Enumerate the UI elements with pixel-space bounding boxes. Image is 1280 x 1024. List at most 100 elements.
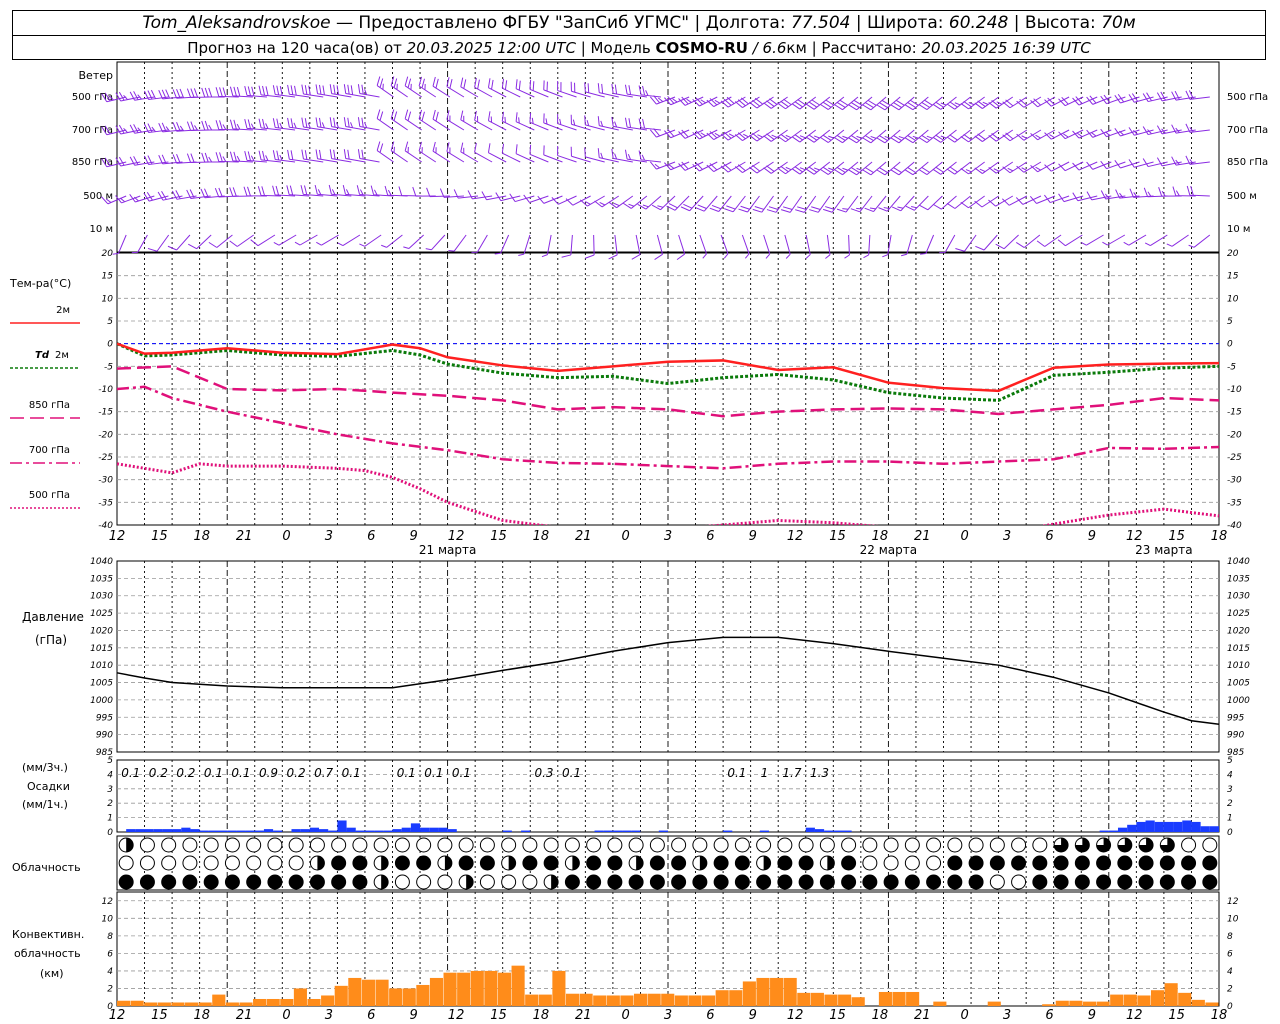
- wind-barb-path: [649, 161, 676, 170]
- conv-bar: [906, 991, 920, 1006]
- wind-barb-path: [664, 95, 690, 106]
- wind-barb: [1057, 234, 1083, 247]
- wind-barb: [795, 195, 817, 213]
- wind-barb: [495, 192, 521, 202]
- cloud-fill: [1096, 838, 1111, 853]
- conv-bar: [1096, 1001, 1110, 1006]
- conv-label-1: Конвективн.: [12, 928, 84, 941]
- wind-barb: [258, 118, 282, 131]
- cloud-symbol: [1096, 855, 1112, 871]
- cloud-fill: [714, 875, 729, 889]
- wind-barb-path: [287, 149, 310, 163]
- cloud-fill: [1075, 838, 1090, 853]
- wind-barb-path: [1081, 234, 1104, 246]
- cloud-fill: [126, 838, 134, 853]
- precip-bar: [833, 830, 843, 832]
- wind-barb-path: [597, 116, 619, 131]
- provider: Предоставлено ФГБУ "ЗапСиб УГМС": [358, 13, 690, 33]
- wind-barb-path: [805, 234, 811, 259]
- wind-barb: [557, 146, 577, 163]
- wind-barb: [287, 117, 310, 131]
- wind-barb-path: [1185, 155, 1210, 165]
- x-hour-label-bottom: 15: [829, 1008, 846, 1023]
- wind-barb-path: [158, 154, 183, 165]
- wind-barb: [1128, 127, 1154, 136]
- x-hour-label-bottom: 15: [1168, 1008, 1185, 1023]
- cloud-symbol: [862, 837, 878, 853]
- wind-barb-path: [1086, 129, 1112, 138]
- cloud-symbol: [416, 874, 432, 890]
- wind-barb-path: [1086, 95, 1112, 105]
- wind-barb: [734, 96, 760, 109]
- wind-barb-path: [848, 129, 873, 144]
- cloud-symbol: [692, 837, 708, 853]
- wind-barb-path: [904, 161, 929, 176]
- conv-ytick-right: 0: [1227, 1002, 1233, 1012]
- wind-barb: [494, 234, 510, 255]
- temp-ytick-left: -25: [98, 453, 113, 463]
- wind-barb: [439, 188, 464, 198]
- wind-barb-path: [848, 161, 873, 176]
- wind-barb-path: [666, 195, 690, 211]
- precip-bar: [383, 830, 393, 832]
- cloud-fill: [331, 856, 346, 870]
- conv-ytick-right: 8: [1227, 932, 1233, 942]
- wind-barb-path: [376, 141, 394, 163]
- wind-barb: [471, 234, 488, 253]
- cloud-circle: [309, 837, 325, 853]
- cloud-circle: [798, 837, 814, 853]
- cloud-symbol: [819, 837, 835, 853]
- wind-barb: [809, 195, 831, 213]
- wind-barb-path: [412, 186, 436, 197]
- cloud-circle: [1011, 837, 1027, 853]
- wind-barb: [1185, 123, 1210, 133]
- cloud-fill: [1160, 875, 1175, 889]
- wind-barb-path: [654, 234, 664, 260]
- wind-barb-path: [101, 92, 127, 103]
- wind-barb-path: [1058, 161, 1084, 172]
- precip-amount-label: 0.1: [452, 766, 471, 780]
- cloud-circle: [288, 837, 304, 853]
- cloud-symbol: [437, 874, 453, 890]
- cloud-fill: [777, 856, 792, 870]
- wind-barb: [901, 234, 913, 257]
- cloud-symbol: [947, 874, 963, 890]
- cloud-symbol: [1117, 837, 1133, 853]
- wind-barb: [1001, 195, 1028, 206]
- wind-barb: [432, 109, 451, 131]
- precip-amount-label: 0.1: [121, 766, 140, 780]
- wind-barb: [487, 143, 507, 163]
- wind-barb-path: [487, 78, 507, 98]
- cloud-circle: [479, 874, 495, 890]
- wind-barb: [848, 96, 873, 111]
- pressure-ytick-right: 1020: [1227, 626, 1250, 636]
- wind-barb: [229, 119, 253, 131]
- wind-barb: [1102, 234, 1126, 246]
- cloud-symbol: [798, 855, 814, 871]
- pressure-ytick-right: 1025: [1227, 609, 1250, 619]
- cloud-circle: [246, 837, 262, 853]
- cloud-circle: [331, 837, 347, 853]
- wind-barb: [597, 148, 619, 163]
- conv-bar: [661, 993, 675, 1006]
- wind-barb-path: [734, 96, 760, 109]
- wind-barb-path: [579, 195, 605, 207]
- wind-barb: [932, 161, 957, 175]
- conv-bar: [810, 992, 824, 1006]
- wind-barb-path: [208, 234, 233, 248]
- cloud-symbol: [734, 855, 750, 871]
- precip-amount-label: 0.2: [287, 766, 306, 780]
- wind-barb-path: [446, 77, 465, 98]
- wind-barb-path: [570, 114, 591, 131]
- alt-label: Высота:: [1024, 13, 1096, 33]
- cloud-symbol: [1011, 837, 1027, 853]
- cloud-circle: [203, 837, 219, 853]
- x-hour-label-mid: 6: [706, 529, 714, 544]
- wind-barb: [244, 151, 267, 163]
- precip-bar: [227, 830, 237, 832]
- cloud-symbol: [968, 837, 984, 853]
- wind-barb-path: [960, 161, 985, 175]
- wind-barb: [848, 161, 873, 176]
- cloud-symbol: [947, 837, 963, 853]
- wind-barb: [946, 161, 971, 175]
